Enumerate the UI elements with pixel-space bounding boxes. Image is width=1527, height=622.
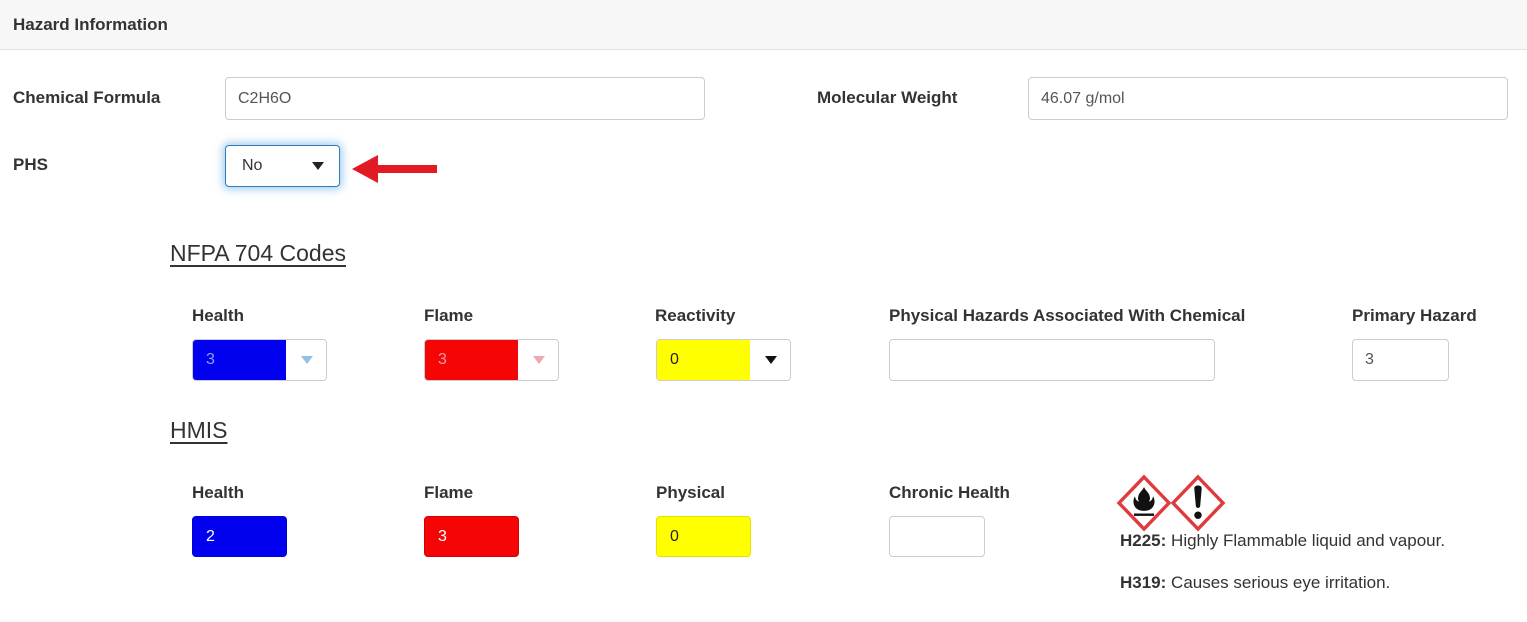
red-arrow-icon [352,155,437,183]
hmis-physical-box[interactable]: 0 [656,516,751,557]
h225-code: H225: [1120,531,1167,550]
physical-hazards-input[interactable] [889,339,1215,381]
phs-dropdown-value: No [242,157,263,174]
nfpa-health-dropdown[interactable]: 3 [192,339,327,381]
h225-statement: H225: Highly Flammable liquid and vapour… [1120,531,1445,551]
nfpa-reactivity-label: Reactivity [655,306,736,325]
hmis-health-box[interactable]: 2 [192,516,287,557]
chevron-down-icon [301,356,313,364]
molecular-weight-label: Molecular Weight [817,88,958,107]
flame-pictogram-icon [1116,474,1172,532]
nfpa-section-heading: NFPA 704 Codes [170,240,347,266]
nfpa-flame-dropdown[interactable]: 3 [424,339,559,381]
chemical-formula-label: Chemical Formula [13,88,161,107]
chemical-formula-input[interactable] [225,77,705,120]
nfpa-health-value: 3 [193,340,286,380]
phs-label: PHS [13,155,48,174]
chronic-health-label: Chronic Health [889,483,1010,502]
nfpa-flame-value: 3 [425,340,518,380]
phs-dropdown[interactable]: No [225,145,340,187]
chevron-down-icon [533,356,545,364]
chevron-down-icon [765,356,777,364]
h225-text: Highly Flammable liquid and vapour. [1166,531,1446,550]
primary-hazard-input[interactable] [1352,339,1449,381]
panel-title: Hazard Information [13,14,168,34]
hmis-section-heading: HMIS [170,417,228,443]
nfpa-health-label: Health [192,306,244,325]
chronic-health-box[interactable] [889,516,985,557]
molecular-weight-input[interactable] [1028,77,1508,120]
panel-header: Hazard Information [0,0,1527,50]
physical-hazards-label: Physical Hazards Associated With Chemica… [889,306,1246,325]
chevron-down-icon [312,162,324,170]
ghs-pictograms [1116,474,1226,532]
nfpa-reactivity-dropdown[interactable]: 0 [656,339,791,381]
h319-code: H319: [1120,573,1167,592]
hmis-physical-label: Physical [656,483,725,502]
h319-statement: H319: Causes serious eye irritation. [1120,573,1390,593]
hmis-flame-box[interactable]: 3 [424,516,519,557]
primary-hazard-label: Primary Hazard [1352,306,1477,325]
hmis-flame-label: Flame [424,483,474,502]
nfpa-flame-label: Flame [424,306,474,325]
hmis-health-label: Health [192,483,244,502]
nfpa-reactivity-value: 0 [657,340,750,380]
h319-text: Causes serious eye irritation. [1166,573,1391,592]
exclamation-mark-pictogram-icon [1170,474,1226,532]
